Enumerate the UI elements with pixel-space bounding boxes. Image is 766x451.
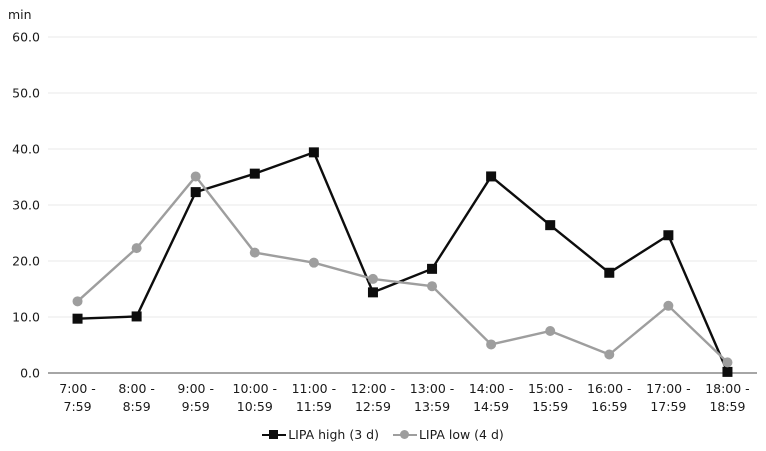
series-lipa-low-4-d-line — [76, 174, 729, 364]
x-axis-tick-label: 14:00 - — [469, 381, 514, 396]
legend-label-lipa-low: LIPA low (4 d) — [418, 427, 504, 442]
series-lipa-high-3-d-point — [367, 287, 378, 298]
series-lipa-high-3-d-point — [131, 311, 142, 322]
y-axis-tick-label: 30.0 — [12, 198, 40, 213]
x-axis-tick-label: 11:00 - — [292, 381, 337, 396]
y-axis-tick-label: 0.0 — [20, 366, 40, 381]
y-axis-tick-label: 50.0 — [12, 86, 40, 101]
x-axis-tick-label: 17:00 - — [646, 381, 691, 396]
series-lipa-high-3-d-point — [545, 220, 556, 231]
legend-label-lipa-high: LIPA high (3 d) — [288, 427, 379, 442]
series-lipa-low-4-d-point — [427, 281, 438, 292]
series-lipa-high-3-d-point — [663, 230, 674, 241]
series-lipa-high-3-d-point — [486, 171, 497, 182]
series-lipa-high-3-d-point — [604, 267, 615, 278]
series-lipa-low-4-d-point — [131, 243, 142, 254]
x-axis-tick-label: 16:00 - — [587, 381, 632, 396]
series-lipa-high-3-d-point — [190, 187, 201, 198]
series-lipa-low-4-d-point — [367, 273, 378, 284]
series-lipa-low-4-d-point — [72, 296, 83, 307]
series-lipa-low-4-d-point — [604, 349, 615, 360]
x-axis-tick-label: 16:59 — [591, 399, 627, 414]
x-axis-tick-label: 15:00 - — [528, 381, 573, 396]
legend-item-lipa-low: LIPA low (4 d) — [392, 427, 504, 442]
x-axis-tick-label: 13:00 - — [410, 381, 455, 396]
x-axis-tick-label: 7:00 - — [59, 381, 96, 396]
x-axis-tick-label: 15:59 — [532, 399, 568, 414]
series-lipa-high-3-d-point — [72, 313, 83, 324]
x-axis-tick-label: 10:59 — [237, 399, 273, 414]
y-axis-tick-label: 40.0 — [12, 142, 40, 157]
chart-legend: LIPA high (3 d) LIPA low (4 d) — [0, 427, 766, 442]
x-axis-tick-label: 13:59 — [414, 399, 450, 414]
series-lipa-low-4-d-point — [663, 300, 674, 311]
series-lipa-high-3-d-point — [427, 263, 438, 274]
x-axis-tick-label: 9:59 — [182, 399, 210, 414]
x-axis-tick-label: 18:59 — [709, 399, 745, 414]
series-lipa-low-4-d-point — [722, 357, 733, 368]
series-lipa-high-3-d — [72, 147, 733, 377]
y-axis-unit-label: min — [8, 7, 32, 22]
x-axis-tick-label: 17:59 — [650, 399, 686, 414]
series-lipa-low-4-d — [72, 171, 733, 368]
x-axis-tick-label: 9:00 - — [177, 381, 214, 396]
series-lipa-high-3-d-point — [249, 168, 260, 179]
x-axis-tick-label: 7:59 — [64, 399, 92, 414]
series-lipa-low-4-d-point — [190, 171, 201, 182]
y-axis-tick-label: 10.0 — [12, 310, 40, 325]
y-axis-tick-label: 60.0 — [12, 30, 40, 45]
series-lipa-low-4-d-point — [249, 247, 260, 258]
x-axis-tick-label: 12:00 - — [351, 381, 396, 396]
x-axis-tick-label: 10:00 - — [233, 381, 278, 396]
legend-circle-marker-icon — [392, 429, 417, 440]
series-lipa-low-4-d-point — [308, 257, 319, 268]
x-axis-tick-label: 11:59 — [296, 399, 332, 414]
x-axis-tick-label: 8:59 — [123, 399, 151, 414]
legend-square-marker-icon — [262, 429, 287, 440]
x-axis-tick-label: 12:59 — [355, 399, 391, 414]
legend-item-lipa-high: LIPA high (3 d) — [262, 427, 379, 442]
x-axis-tick-label: 14:59 — [473, 399, 509, 414]
series-lipa-high-3-d-line — [77, 150, 729, 373]
x-axis-tick-label: 8:00 - — [118, 381, 155, 396]
series-lipa-high-3-d-point — [308, 147, 319, 158]
series-lipa-low-4-d-point — [486, 339, 497, 350]
y-axis-tick-label: 20.0 — [12, 254, 40, 269]
x-axis-tick-label: 18:00 - — [705, 381, 750, 396]
series-lipa-high-3-d-point — [722, 366, 733, 377]
series-lipa-low-4-d-point — [545, 326, 556, 336]
